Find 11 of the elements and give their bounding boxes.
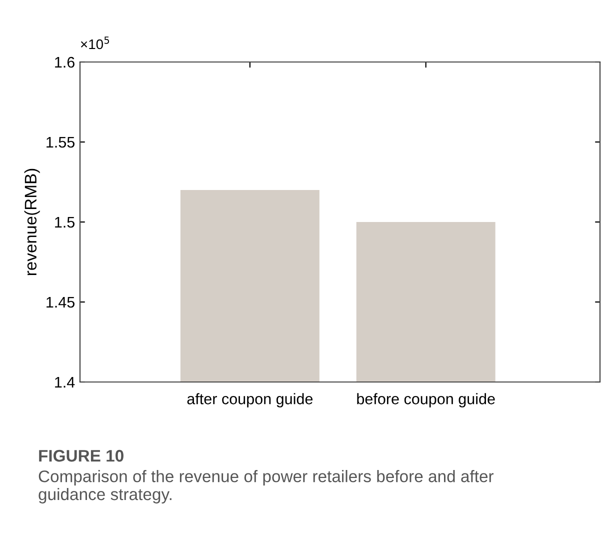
y-tick-label: 1.55 bbox=[46, 137, 74, 148]
text: Comparison of the revenue of power retailers before and after guidance strategy. bbox=[38, 470, 494, 504]
y-axis-title: revenue(RMB) bbox=[24, 168, 40, 276]
x-tick-label: before coupon guide bbox=[357, 393, 495, 408]
text: ×10$^{5}$ bbox=[80, 36, 110, 50]
y-tick-label: 1.45 bbox=[46, 297, 74, 308]
y-tick-label: 1.5 bbox=[55, 217, 74, 228]
x-tick-label: after coupon guide bbox=[187, 393, 313, 408]
y-tick-label: 1.4 bbox=[55, 377, 75, 388]
y-tick-label: 1.6 bbox=[55, 56, 74, 68]
caption: FIGURE 10 bbox=[39, 450, 124, 462]
